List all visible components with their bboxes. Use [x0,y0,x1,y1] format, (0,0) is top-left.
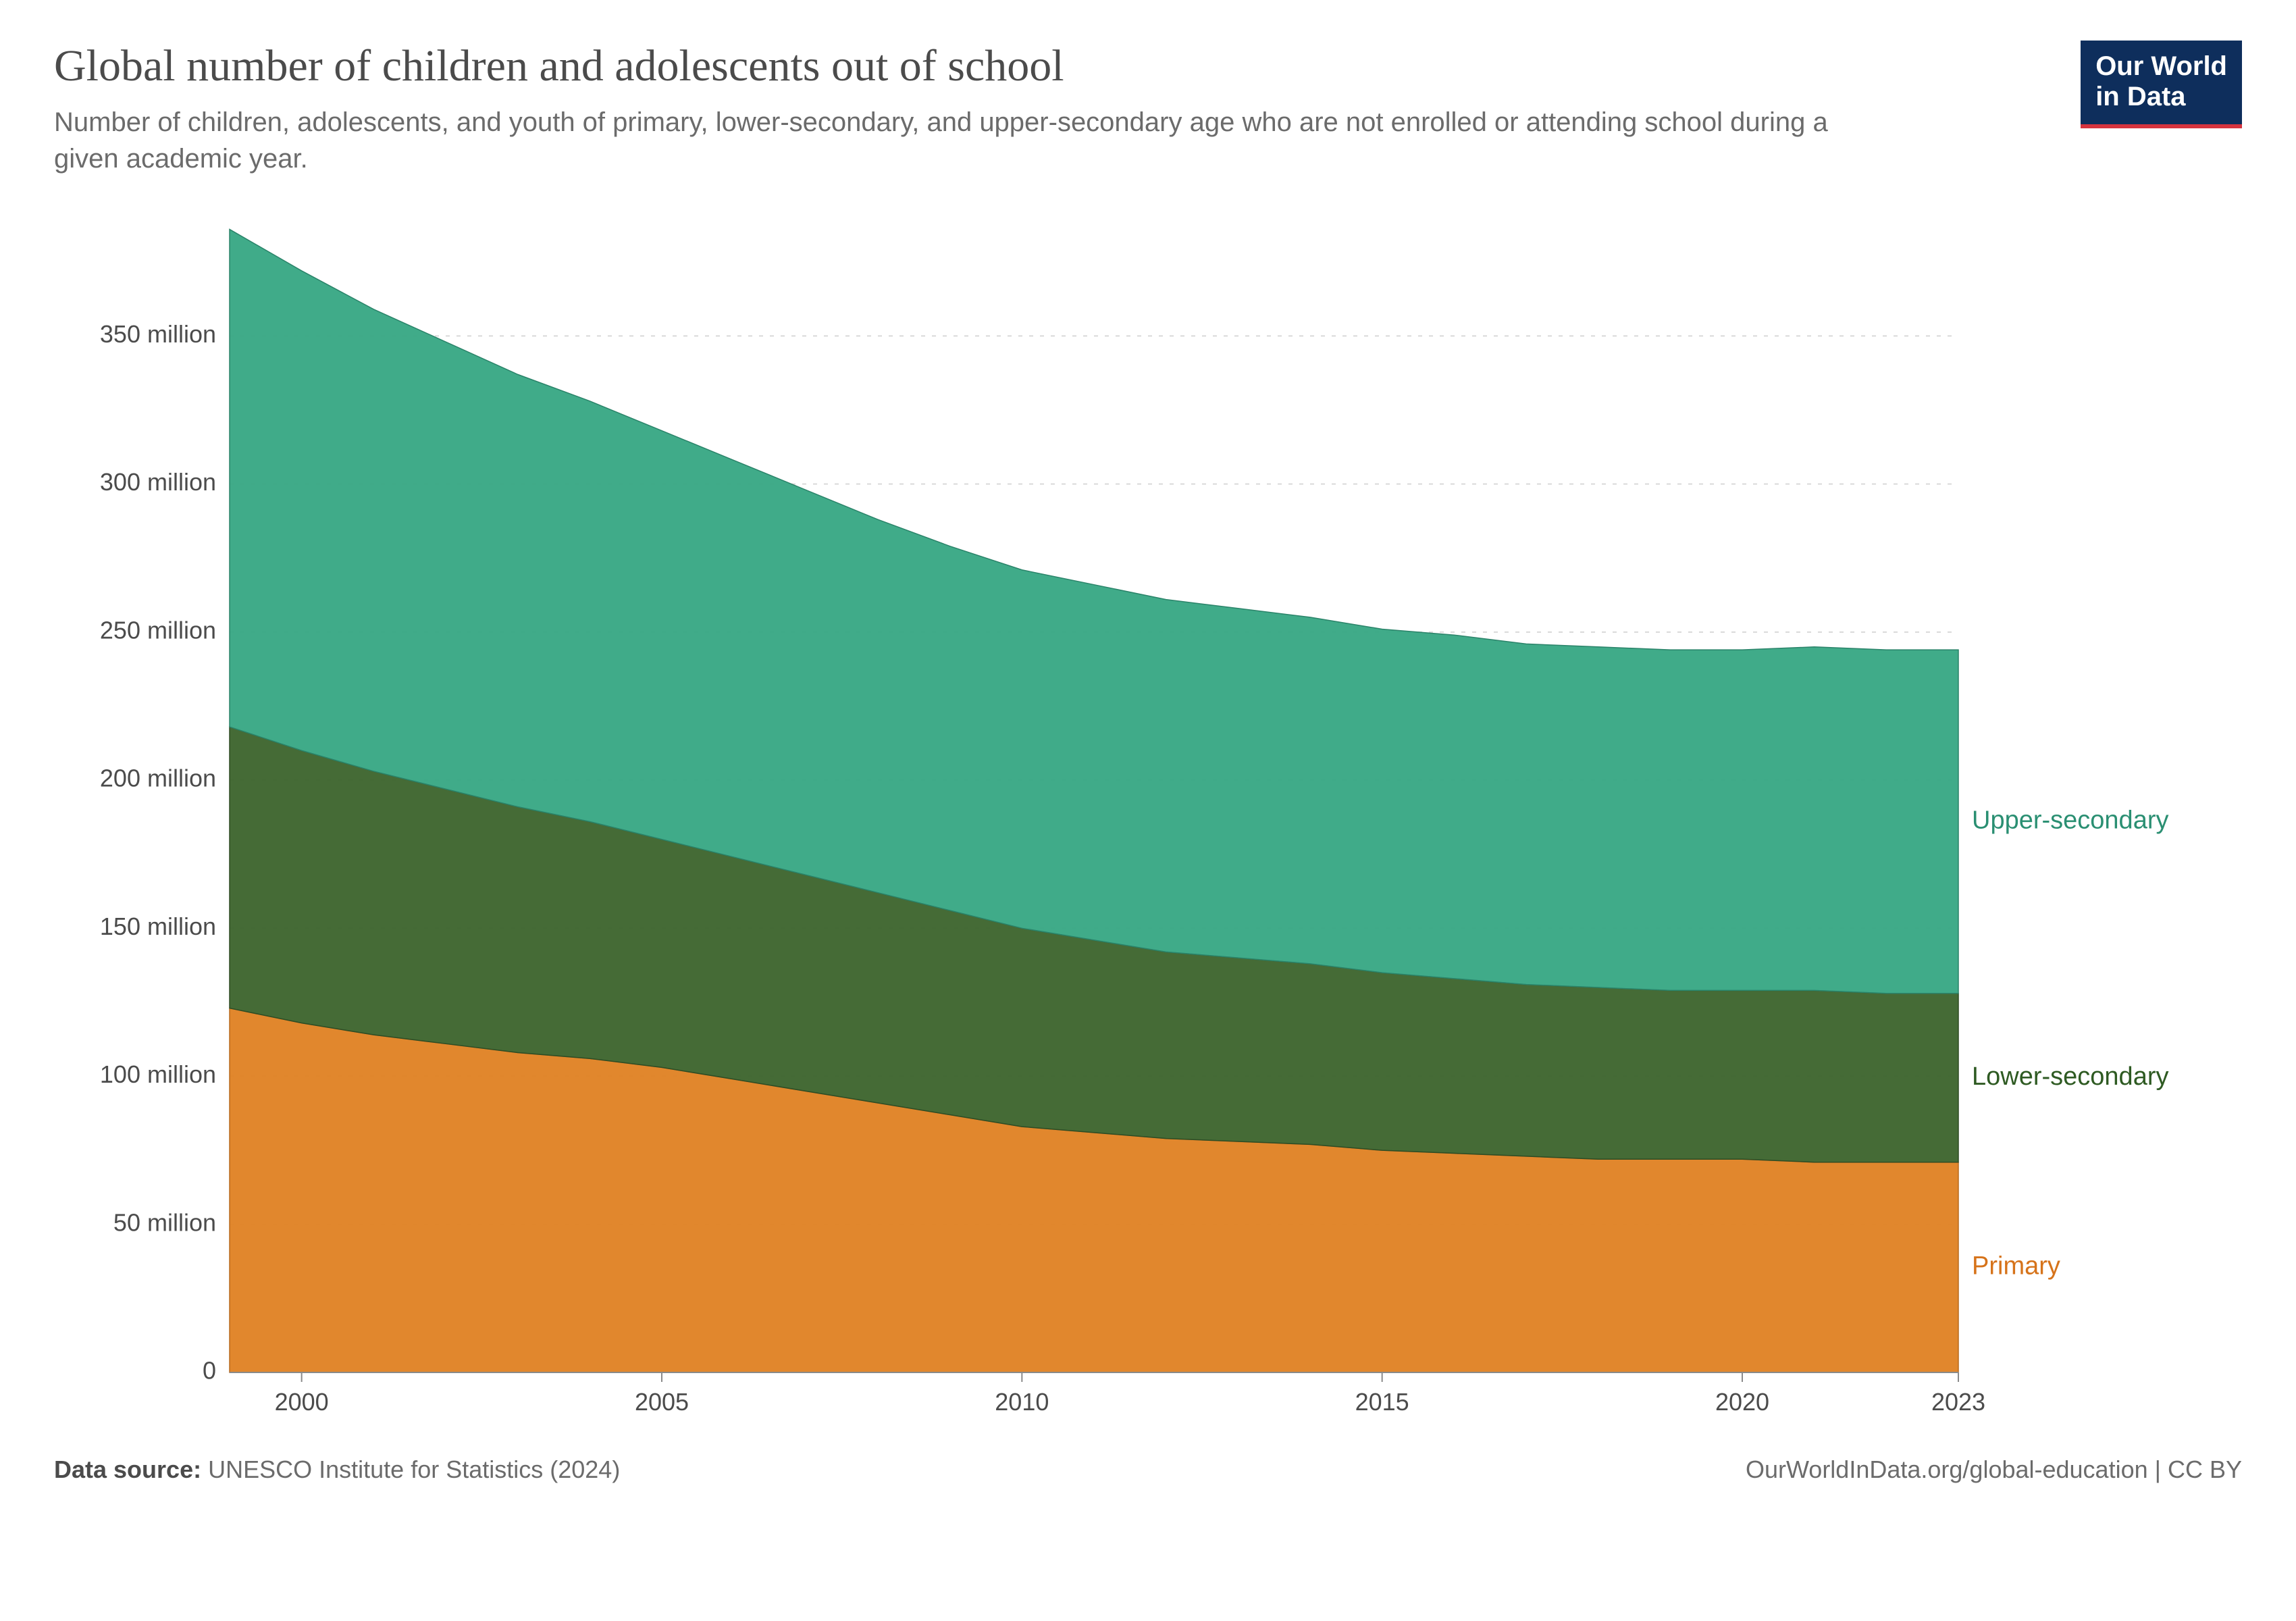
series-label-upper_secondary: Upper-secondary [1972,806,2168,834]
y-tick-label: 250 million [100,616,216,644]
x-tick-label: 2005 [635,1388,689,1416]
data-source: Data source: UNESCO Institute for Statis… [54,1456,620,1484]
page: Global number of children and adolescent… [0,0,2296,1621]
attribution: OurWorldInData.org/global-education | CC… [1746,1456,2242,1484]
y-tick-label: 50 million [113,1208,216,1236]
header: Global number of children and adolescent… [54,41,2242,177]
x-tick-label: 2020 [1715,1388,1769,1416]
y-tick-label: 150 million [100,912,216,940]
chart-title: Global number of children and adolescent… [54,41,2242,92]
logo-line-2: in Data [2095,82,2227,112]
x-tick-label: 2023 [1931,1388,1985,1416]
chart-subtitle: Number of children, adolescents, and you… [54,104,1877,177]
series-label-lower_secondary: Lower-secondary [1972,1062,2168,1091]
x-tick-label: 2015 [1355,1388,1409,1416]
y-tick-label: 300 million [100,468,216,496]
owid-logo: Our World in Data [2081,41,2242,128]
data-source-label: Data source: [54,1456,201,1483]
x-tick-label: 2000 [275,1388,329,1416]
logo-line-1: Our World [2095,51,2227,82]
y-tick-label: 350 million [100,320,216,348]
stacked-area-chart: 0 50 million 100 million 150 million 200 mil… [54,204,2242,1433]
chart-container: 0 50 million 100 million 150 million 200 mil… [54,204,2242,1437]
y-tick-label: 100 million [100,1060,216,1088]
data-source-value: UNESCO Institute for Statistics (2024) [208,1456,620,1483]
footer: Data source: UNESCO Institute for Statis… [54,1456,2242,1484]
y-tick-label: 200 million [100,764,216,792]
x-tick-label: 2010 [995,1388,1049,1416]
series-label-primary: Primary [1972,1252,2060,1280]
y-tick-label: 0 [203,1356,216,1384]
